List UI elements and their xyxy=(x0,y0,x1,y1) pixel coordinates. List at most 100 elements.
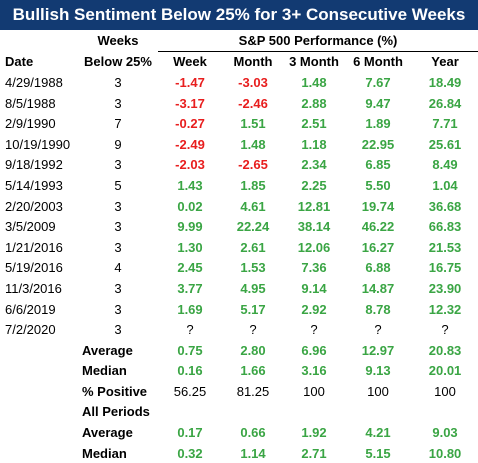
6-month-cell: 22.95 xyxy=(361,136,395,152)
month-stat: 1.66 xyxy=(240,363,266,379)
month-cell: -2.46 xyxy=(238,95,268,111)
table-row: 6/6/2019 3 1.69 5.17 2.92 8.78 12.32 xyxy=(0,299,478,320)
year-stat: 20.01 xyxy=(428,363,462,379)
year-cell: 8.49 xyxy=(432,157,458,173)
all-periods-row-blank xyxy=(0,443,78,463)
weeks-cell: 3 xyxy=(114,219,122,235)
month-cell: ? xyxy=(249,322,257,338)
3-month-cell: 9.14 xyxy=(301,280,327,296)
header-3-month: 3 Month xyxy=(289,54,339,70)
header-week: Week xyxy=(173,54,207,70)
year-cell: 16.75 xyxy=(428,260,462,276)
all-periods-heading-row: All Periods xyxy=(0,402,478,423)
header-blank xyxy=(0,30,78,51)
3-month-stat: 6.96 xyxy=(301,342,327,358)
week-cell: -0.27 xyxy=(175,116,205,132)
3-month-cell: 1.48 xyxy=(301,74,327,90)
date-cell: 4/29/1988 xyxy=(5,74,63,90)
stats-row: % Positive 56.25 81.25 100 100 100 xyxy=(0,381,478,402)
date-cell: 3/5/2009 xyxy=(5,219,56,235)
table-row: 5/14/1993 5 1.43 1.85 2.25 5.50 1.04 xyxy=(0,175,478,196)
year-stat: 20.83 xyxy=(428,342,462,358)
weeks-cell: 3 xyxy=(114,74,122,90)
weeks-cell: 4 xyxy=(114,260,122,276)
3-month-cell: 12.06 xyxy=(297,239,331,255)
week-cell: 2.45 xyxy=(177,260,203,276)
month-cell: 1.48 xyxy=(240,136,266,152)
6-month-stat: 9.13 xyxy=(365,363,391,379)
date-cell: 7/2/2020 xyxy=(5,322,56,338)
week-cell: 1.30 xyxy=(177,239,203,255)
weeks-cell: 3 xyxy=(114,95,122,111)
weeks-cell: 3 xyxy=(114,198,122,214)
table-row: 11/3/2016 3 3.77 4.95 9.14 14.87 23.90 xyxy=(0,278,478,299)
3-month-cell: 7.36 xyxy=(301,260,327,276)
year-cell: 36.68 xyxy=(428,198,462,214)
year-cell: 25.61 xyxy=(428,136,462,152)
header-row-bottom: Date Below 25% Week Month 3 Month 6 Mont… xyxy=(0,51,478,72)
month-all-periods: 1.14 xyxy=(240,445,266,461)
date-cell: 6/6/2019 xyxy=(5,301,56,317)
all-periods-filler xyxy=(344,402,412,423)
month-cell: 4.61 xyxy=(240,198,266,214)
weeks-cell: 5 xyxy=(114,177,122,193)
table-row: 9/18/1992 3 -2.03 -2.65 2.34 6.85 8.49 xyxy=(0,155,478,176)
table-row: 7/2/2020 3????? xyxy=(0,319,478,340)
header-date: Date xyxy=(5,54,34,70)
year-cell: ? xyxy=(441,322,449,338)
week-cell: 1.43 xyxy=(177,177,203,193)
year-cell: 21.53 xyxy=(428,239,462,255)
6-month-cell: ? xyxy=(374,322,382,338)
stats-row: Average 0.75 2.80 6.96 12.97 20.83 xyxy=(0,340,478,361)
header-year: Year xyxy=(431,54,459,70)
year-cell: 18.49 xyxy=(428,74,462,90)
all-periods-row: Median 0.32 1.14 2.71 5.15 10.80 xyxy=(0,443,478,463)
week-cell: -1.47 xyxy=(175,74,205,90)
performance-table-container: Weeks S&P 500 Performance (%) Date Below… xyxy=(0,30,478,463)
weeks-cell: 3 xyxy=(114,280,122,296)
year-cell: 26.84 xyxy=(428,95,462,111)
week-cell: 1.69 xyxy=(177,301,203,317)
3-month-cell: 2.92 xyxy=(301,301,327,317)
year-all-periods: 9.03 xyxy=(432,425,458,441)
year-cell: 66.83 xyxy=(428,219,462,235)
month-cell: -3.03 xyxy=(238,74,268,90)
date-cell: 11/3/2016 xyxy=(5,280,62,296)
6-month-cell: 16.27 xyxy=(361,239,395,255)
6-month-cell: 46.22 xyxy=(361,219,395,235)
6-month-stat: 100 xyxy=(367,383,389,399)
month-cell: -2.65 xyxy=(238,157,268,173)
all-periods-filler xyxy=(222,402,284,423)
6-month-cell: 6.88 xyxy=(365,260,391,276)
table-row: 10/19/1990 9 -2.49 1.48 1.18 22.95 25.61 xyxy=(0,134,478,155)
all-periods-blank xyxy=(0,402,78,423)
all-periods-row-label: Median xyxy=(82,445,127,461)
table-row: 5/19/2016 4 2.45 1.53 7.36 6.88 16.75 xyxy=(0,258,478,279)
3-month-cell: 38.14 xyxy=(297,219,331,235)
month-stat: 2.80 xyxy=(240,342,266,358)
3-month-stat: 3.16 xyxy=(301,363,327,379)
date-cell: 10/19/1990 xyxy=(5,136,71,152)
all-periods-row: Average 0.17 0.66 1.92 4.21 9.03 xyxy=(0,422,478,443)
date-cell: 9/18/1992 xyxy=(5,157,63,173)
table-row: 2/20/2003 3 0.02 4.61 12.81 19.74 36.68 xyxy=(0,196,478,217)
header-row-top: Weeks S&P 500 Performance (%) xyxy=(0,30,478,52)
6-month-all-periods: 5.15 xyxy=(365,445,391,461)
3-month-stat: 100 xyxy=(303,383,325,399)
date-cell: 1/21/2016 xyxy=(5,239,63,255)
table-body: 4/29/1988 3 -1.47 -3.03 1.48 7.67 18.49 8/5/198… xyxy=(0,72,478,463)
week-cell: 3.77 xyxy=(177,280,203,296)
date-cell: 5/14/1993 xyxy=(5,177,63,193)
6-month-cell: 6.85 xyxy=(365,157,391,173)
year-cell: 1.04 xyxy=(432,177,458,193)
week-cell: ? xyxy=(186,322,194,338)
week-cell: -2.03 xyxy=(175,157,205,173)
week-cell: 9.99 xyxy=(177,219,203,235)
weeks-cell: 3 xyxy=(114,322,122,338)
stats-label: Average xyxy=(82,342,133,358)
6-month-cell: 7.67 xyxy=(365,74,391,90)
header-weeks-bottom: Below 25% xyxy=(84,54,152,70)
table-row: 2/9/1990 7 -0.27 1.51 2.51 1.89 7.71 xyxy=(0,113,478,134)
table-row: 8/5/1988 3 -3.17 -2.46 2.88 9.47 26.84 xyxy=(0,93,478,114)
month-cell: 1.51 xyxy=(240,116,266,132)
